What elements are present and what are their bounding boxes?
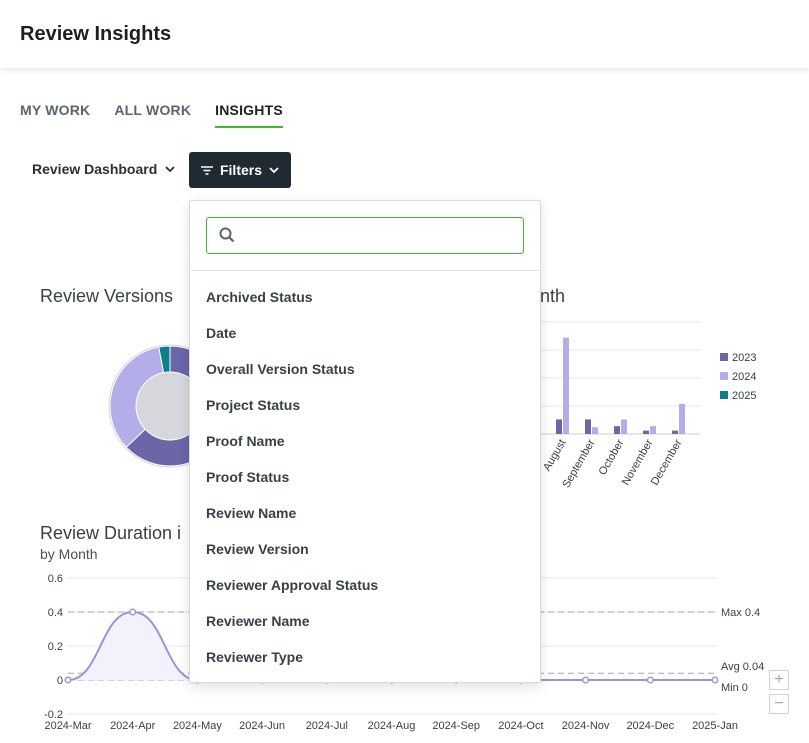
bar-2023-november — [643, 430, 649, 434]
legend-label-2025: 2025 — [732, 390, 756, 402]
reference-line-label: Min 0 — [721, 682, 748, 694]
line-point — [711, 676, 719, 684]
legend-label-2023: 2023 — [732, 352, 756, 364]
filter-option-review-version[interactable]: Review Version — [206, 541, 309, 557]
filter-option-overall-version-status[interactable]: Overall Version Status — [206, 361, 355, 377]
filters-button-label: Filters — [219, 162, 262, 178]
bar-2024-september — [592, 427, 598, 434]
tab-all-work[interactable]: ALL WORK — [114, 102, 192, 118]
line-x-tick-label: 2025-Jan — [692, 720, 738, 732]
filter-option-reviewer-name[interactable]: Reviewer Name — [206, 613, 310, 629]
line-y-tick-label: 0 — [57, 675, 63, 687]
line-x-tick-label: 2024-Sep — [432, 720, 480, 732]
filter-option-proof-status[interactable]: Proof Status — [206, 469, 290, 485]
line-point — [64, 676, 72, 684]
dropdown-divider — [190, 270, 540, 271]
line-x-tick-label: 2024-Jun — [239, 720, 285, 732]
line-x-tick-label: 2024-Nov — [562, 720, 610, 732]
filters-dropdown: Archived Status Date Overall Version Statu… — [189, 200, 541, 683]
line-point — [582, 676, 590, 684]
donut-slice-2025 — [158, 345, 171, 374]
tab-insights[interactable]: INSIGHTS — [215, 100, 283, 128]
line-x-tick-label: 2024-Oct — [498, 720, 543, 732]
bar-2023-october — [614, 426, 620, 434]
legend-swatch-2023 — [720, 353, 728, 361]
line-y-tick-label: 0.4 — [48, 607, 63, 619]
dashboard-select[interactable]: Review Dashboard — [32, 161, 175, 177]
zoom-in-button[interactable]: + — [769, 670, 789, 690]
line-x-tick-label: 2024-May — [173, 720, 222, 732]
bar-x-tick-label: October — [597, 437, 627, 477]
bar-2024-december — [679, 403, 685, 434]
page-title: Review Insights — [20, 23, 172, 45]
filter-search-box[interactable] — [206, 217, 524, 254]
filter-option-proof-name[interactable]: Proof Name — [206, 433, 285, 449]
line-x-tick-label: 2024-Apr — [110, 720, 156, 732]
legend-swatch-2025 — [720, 391, 728, 399]
line-y-tick-label: 0.2 — [48, 641, 63, 653]
line-y-tick-label: -0.2 — [44, 709, 63, 721]
line-point — [129, 608, 137, 616]
filter-option-reviewer-type[interactable]: Reviewer Type — [206, 649, 304, 665]
review-duration-subtitle: by Month — [40, 546, 98, 562]
filter-option-project-status[interactable]: Project Status — [206, 397, 301, 413]
bar-2024-october — [621, 419, 627, 434]
line-point — [646, 676, 654, 684]
filters-button[interactable]: Filters — [189, 152, 291, 188]
legend-swatch-2024 — [720, 372, 728, 380]
reference-line-label: Avg 0.04 — [721, 661, 764, 673]
filter-option-review-name[interactable]: Review Name — [206, 505, 297, 521]
zoom-out-button[interactable]: − — [769, 694, 789, 714]
top-bar: Review Insights — [0, 0, 809, 68]
filter-search-input[interactable] — [245, 222, 515, 249]
line-x-tick-label: 2024-Dec — [626, 720, 674, 732]
line-y-tick-label: 0.6 — [48, 573, 63, 585]
donut-slice-2024 — [109, 346, 165, 448]
dashboard-select-label: Review Dashboard — [32, 161, 158, 177]
line-x-tick-label: 2024-Aug — [368, 720, 416, 732]
legend-label-2024: 2024 — [732, 371, 756, 383]
tab-my-work[interactable]: MY WORK — [20, 102, 91, 118]
reference-line-label: Max 0.4 — [721, 607, 760, 619]
filter-option-reviewer-approval-status[interactable]: Reviewer Approval Status — [206, 577, 379, 593]
filter-option-date[interactable]: Date — [206, 325, 237, 341]
review-versions-title: Review Versions — [40, 286, 174, 306]
line-x-tick-label: 2024-Mar — [44, 720, 91, 732]
filter-option-archived-status[interactable]: Archived Status — [206, 289, 313, 305]
line-area — [68, 612, 715, 680]
bar-x-tick-label: August — [541, 438, 569, 474]
search-icon — [219, 227, 235, 243]
line-x-tick-label: 2024-Jul — [306, 720, 348, 732]
bar-2023-september — [585, 419, 591, 434]
tab-bar: MY WORK ALL WORK INSIGHTS — [20, 100, 283, 128]
bar-2023-december — [672, 430, 678, 434]
review-duration-title: Review Duration i — [40, 523, 182, 543]
bar-2024-november — [650, 426, 656, 434]
bar-2023-august — [556, 419, 562, 434]
chevron-down-icon — [269, 166, 279, 173]
chevron-down-icon — [165, 165, 175, 172]
filter-icon — [200, 165, 213, 175]
filter-options-list: Archived Status Date Overall Version Statu… — [190, 279, 540, 675]
bar-2024-august — [563, 337, 569, 434]
